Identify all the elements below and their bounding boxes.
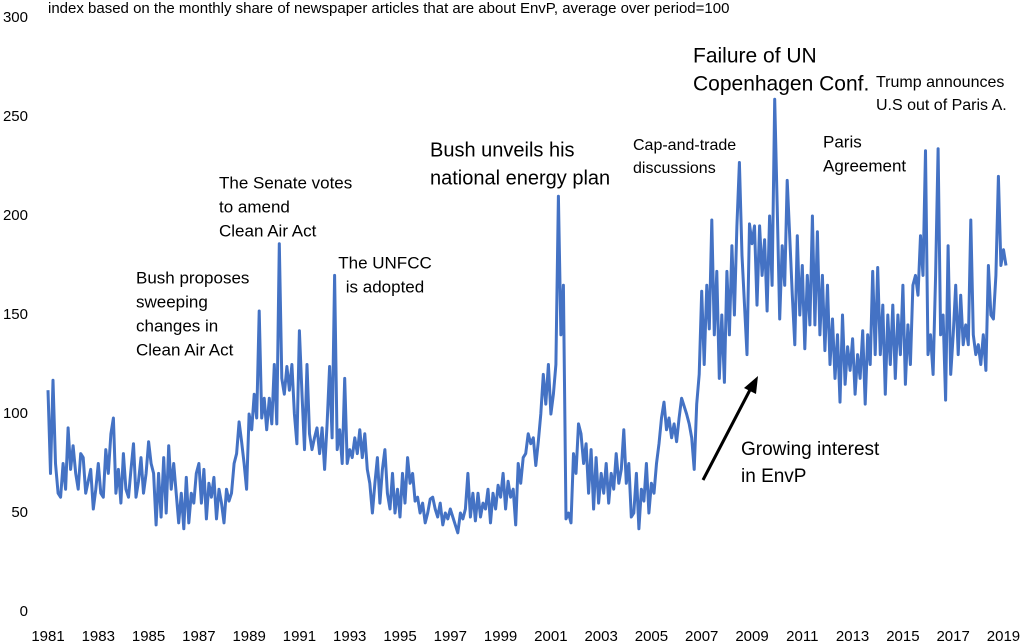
annotation: to amend <box>219 197 290 216</box>
annotation: national energy plan <box>430 167 610 189</box>
x-tick-label: 2003 <box>584 628 617 644</box>
annotation: in EnvP <box>741 466 806 487</box>
annotation: sweeping <box>136 292 208 311</box>
x-tick-label: 1993 <box>333 628 366 644</box>
y-tick-label: 100 <box>3 405 28 422</box>
x-tick-label: 1989 <box>232 628 265 644</box>
annotation: Bush proposes <box>136 268 249 287</box>
annotation: Clean Air Act <box>219 221 317 240</box>
x-tick-label: 1981 <box>31 628 64 644</box>
x-tick-label: 1987 <box>182 628 215 644</box>
annotation: Bush unveils his <box>430 139 575 161</box>
x-tick-label: 2015 <box>886 628 919 644</box>
y-tick-label: 250 <box>3 108 28 125</box>
annotation: Paris <box>823 132 862 151</box>
chart-title: index based on the monthly share of news… <box>48 0 729 17</box>
annotation: discussions <box>633 160 716 177</box>
arrow-shaft <box>701 385 754 481</box>
x-tick-label: 2005 <box>635 628 668 644</box>
x-tick-label: 2009 <box>735 628 768 644</box>
x-tick-label: 1999 <box>484 628 517 644</box>
annotation: The UNFCC <box>338 253 432 272</box>
annotation: The Senate votes <box>219 173 352 192</box>
x-tick-label: 1991 <box>283 628 316 644</box>
x-tick-label: 2017 <box>936 628 969 644</box>
annotation: Cap-and-trade <box>633 137 736 154</box>
annotation: Copenhagen Conf. <box>693 73 869 96</box>
y-tick-label: 150 <box>3 306 28 323</box>
x-tick-label: 2019 <box>987 628 1020 644</box>
x-tick-label: 2007 <box>685 628 718 644</box>
x-tick-label: 1985 <box>132 628 165 644</box>
y-tick-label: 200 <box>3 207 28 224</box>
annotation: changes in <box>136 316 218 335</box>
y-tick-label: 300 <box>3 9 28 26</box>
annotation: Trump announces <box>876 74 1004 91</box>
arrow-head <box>744 376 758 394</box>
y-tick-label: 50 <box>11 504 28 521</box>
annotation: Failure of UN <box>693 45 817 68</box>
y-tick-label: 0 <box>20 603 28 620</box>
annotation: Clean Air Act <box>136 340 234 359</box>
x-tick-label: 1983 <box>82 628 115 644</box>
annotation: Agreement <box>823 156 906 175</box>
data-line <box>46 97 1008 535</box>
x-tick-label: 1995 <box>383 628 416 644</box>
x-tick-label: 2013 <box>836 628 869 644</box>
annotation: is adopted <box>346 277 424 296</box>
x-tick-label: 2001 <box>534 628 567 644</box>
x-tick-label: 1997 <box>434 628 467 644</box>
annotation: U.S out of Paris A. <box>876 97 1007 114</box>
annotation: Growing interest <box>741 439 880 460</box>
x-tick-label: 2011 <box>786 628 818 644</box>
